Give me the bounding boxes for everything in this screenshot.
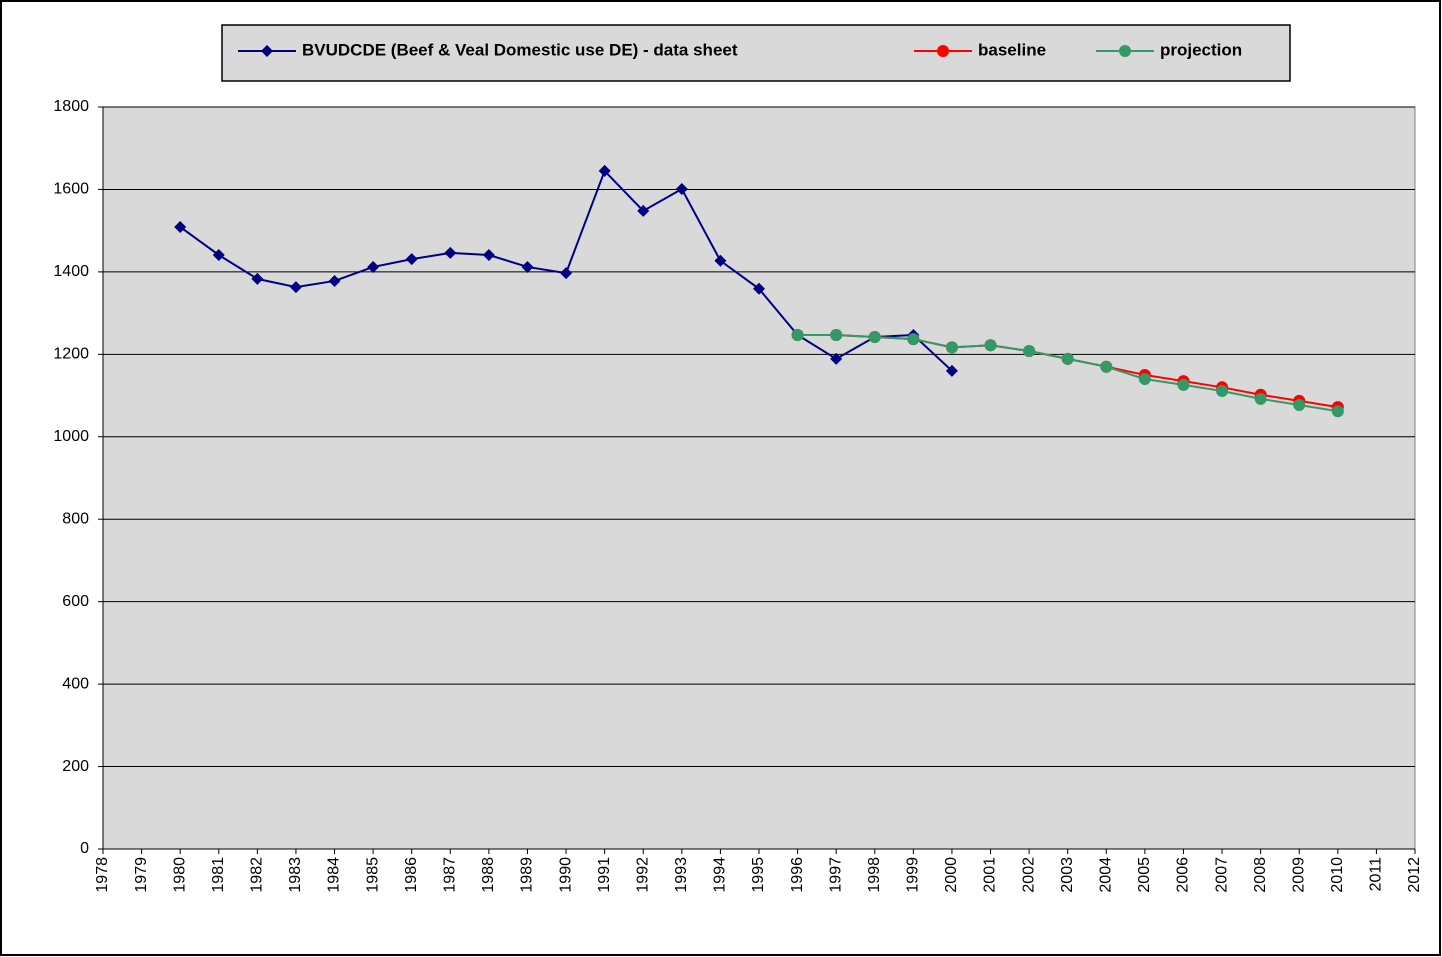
data-point — [251, 272, 264, 285]
x-tick-label: 1995 — [750, 857, 767, 893]
data-point — [598, 164, 611, 177]
data-point — [868, 331, 881, 344]
data-point — [1138, 373, 1151, 386]
data-point — [444, 246, 457, 259]
data-point — [405, 253, 418, 266]
x-tick-label: 1980 — [171, 857, 188, 893]
data-point — [1061, 352, 1074, 365]
x-tick-label: 1992 — [634, 857, 651, 893]
x-tick-label: 1981 — [210, 857, 227, 893]
data-point — [907, 333, 920, 346]
data-point — [675, 183, 688, 196]
x-tick-label: 1979 — [133, 857, 150, 893]
x-tick-label: 1985 — [364, 857, 381, 893]
data-point — [367, 260, 380, 273]
plot-area: 0 200 400 600 800 1000 1200 1400 1600 1800 1978 197… — [53, 98, 1423, 892]
data-point — [1100, 360, 1113, 373]
data-point — [1023, 345, 1036, 358]
x-tick-label: 2008 — [1252, 857, 1269, 893]
data-point — [1177, 378, 1190, 391]
x-tick-label: 2000 — [943, 857, 960, 893]
x-tick-label: 2011 — [1368, 857, 1385, 892]
x-tick-label: 2003 — [1059, 857, 1076, 893]
legend-label: baseline — [978, 40, 1046, 59]
x-tick-label: 1983 — [287, 857, 304, 893]
x-tick-label: 1997 — [827, 857, 844, 893]
x-tick-label: 2005 — [1136, 857, 1153, 893]
x-tick-label: 2002 — [1020, 857, 1037, 893]
data-point — [174, 220, 187, 233]
data-point — [1254, 392, 1267, 405]
data-point — [212, 248, 225, 261]
x-tick-label: 1986 — [403, 857, 420, 893]
data-point — [482, 248, 495, 261]
y-tick-label: 800 — [62, 510, 89, 527]
x-tick-label: 1988 — [480, 857, 497, 893]
x-tick-label: 2004 — [1098, 857, 1115, 893]
data-point — [560, 267, 573, 280]
y-tick-label: 1000 — [53, 428, 89, 445]
data-point — [791, 328, 804, 341]
x-tick-label: 2012 — [1406, 857, 1423, 893]
x-tick-label: 1998 — [866, 857, 883, 893]
data-point — [945, 364, 958, 377]
x-tick-label: 1989 — [519, 857, 536, 893]
legend-marker — [261, 45, 273, 57]
data-point — [1331, 405, 1344, 418]
x-tick-label: 1978 — [94, 857, 111, 893]
data-point — [830, 352, 843, 365]
data-point — [945, 341, 958, 354]
y-tick-label: 200 — [62, 758, 89, 775]
x-tick-label: 1994 — [712, 857, 729, 893]
y-tick-label: 1200 — [53, 346, 89, 363]
data-point — [521, 260, 534, 273]
x-tick-label: 2010 — [1329, 857, 1346, 893]
data-point — [753, 282, 765, 295]
y-tick-label: 1600 — [53, 181, 89, 198]
x-tick-label: 1996 — [789, 857, 806, 893]
data-point — [1293, 399, 1306, 412]
x-tick-label: 1999 — [905, 857, 922, 893]
x-tick-label: 2009 — [1290, 857, 1307, 893]
x-tick-label: 2007 — [1213, 857, 1230, 893]
data-point — [984, 339, 997, 352]
legend-marker — [1119, 45, 1131, 57]
legend-box — [221, 24, 1291, 82]
y-tick-label: 600 — [62, 593, 89, 610]
y-tick-label: 1800 — [53, 98, 89, 115]
y-tick-label: 1400 — [53, 263, 89, 280]
legend-label: BVUDCDE (Beef & Veal Domestic use DE) - … — [302, 40, 738, 59]
x-tick-label: 1990 — [557, 857, 574, 893]
data-point — [637, 204, 650, 217]
x-tick-label: 1993 — [673, 857, 690, 893]
x-tick-label: 2001 — [982, 857, 999, 893]
data-point — [1216, 385, 1229, 398]
data-point — [714, 254, 727, 267]
data-point — [830, 328, 843, 341]
x-tick-label: 1991 — [596, 857, 613, 893]
x-tick-label: 1987 — [442, 857, 459, 893]
x-tick-label: 1984 — [326, 857, 343, 893]
y-tick-label: 0 — [80, 840, 89, 857]
legend-label: projection — [1160, 40, 1242, 59]
data-point — [328, 274, 341, 287]
y-tick-label: 400 — [62, 675, 89, 692]
data-point — [289, 281, 302, 294]
x-tick-label: 1982 — [249, 857, 266, 893]
legend: BVUDCDE (Beef & Veal Domestic use DE) - … — [238, 40, 1242, 59]
plot-background — [102, 106, 1416, 850]
legend-marker — [937, 45, 949, 57]
x-tick-label: 2006 — [1175, 857, 1192, 893]
